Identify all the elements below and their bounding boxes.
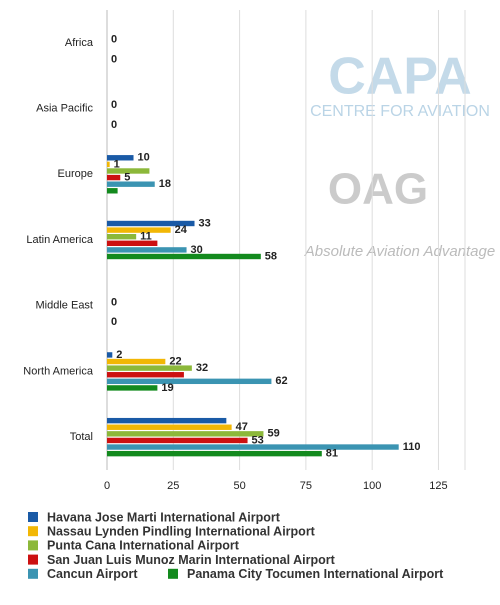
data-label: 0: [111, 296, 117, 308]
bar: [107, 188, 118, 194]
legend-swatch: [28, 540, 38, 551]
legend-label: Punta Cana International Airport: [47, 539, 240, 553]
data-label: 110: [403, 441, 421, 453]
legend-swatch: [28, 526, 38, 537]
bar: [107, 168, 150, 174]
data-label: 81: [326, 448, 338, 460]
data-label: 32: [196, 362, 208, 374]
bar: [107, 424, 232, 430]
data-label: 0: [111, 99, 117, 111]
bar: [107, 181, 155, 187]
bar: [107, 385, 158, 391]
bar: [107, 372, 184, 378]
data-label: 33: [199, 217, 211, 229]
legend-label: Panama City Tocumen International Airpor…: [187, 567, 444, 581]
x-tick-label: 100: [363, 480, 381, 492]
data-label: 0: [111, 119, 117, 131]
data-label: 11: [140, 231, 152, 243]
data-label: 5: [124, 171, 130, 183]
watermark: CAPA: [328, 48, 471, 106]
bar: [107, 417, 227, 424]
bar: [107, 247, 187, 253]
legend-swatch: [168, 568, 178, 579]
y-tick-label: Latin America: [26, 234, 94, 246]
data-label: 24: [175, 224, 188, 236]
watermark: CENTRE FOR AVIATION: [310, 103, 490, 120]
bar: [107, 253, 261, 260]
legend-label: Havana Jose Marti International Airport: [47, 510, 281, 524]
data-label: 18: [159, 178, 171, 190]
legend-label: Cancun Airport: [47, 567, 138, 581]
bar: [107, 220, 195, 227]
bar: [107, 155, 134, 161]
y-tick-label: Africa: [65, 37, 94, 49]
data-label: 10: [138, 152, 150, 164]
legend-label: Nassau Lynden Pindling International Air…: [47, 524, 316, 538]
data-label: 19: [161, 382, 173, 394]
x-tick-label: 0: [104, 480, 110, 492]
y-tick-label: Total: [70, 431, 93, 443]
data-label: 47: [236, 421, 248, 433]
bar: [107, 431, 264, 437]
legend-swatch: [28, 554, 38, 565]
data-label: 0: [111, 33, 117, 45]
bar: [107, 240, 158, 246]
bar: [107, 227, 171, 233]
bar: [107, 174, 121, 181]
y-tick-label: Europe: [58, 168, 93, 180]
bar: [107, 234, 137, 240]
y-tick-label: Middle East: [36, 300, 93, 312]
watermark: Absolute Aviation Advantage: [304, 243, 495, 260]
y-tick-label: Asia Pacific: [36, 102, 93, 114]
bar: [107, 358, 166, 365]
data-label: 0: [111, 53, 117, 65]
bar: [107, 352, 113, 358]
legend-swatch: [28, 568, 38, 579]
bar: [107, 378, 272, 385]
bar: [107, 365, 192, 371]
legend-label: San Juan Luis Munoz Marin International …: [47, 553, 336, 567]
x-tick-label: 25: [167, 480, 179, 492]
data-label: 53: [252, 434, 264, 446]
data-label: 62: [275, 375, 287, 387]
x-tick-label: 125: [429, 480, 447, 492]
data-label: 2: [116, 349, 122, 361]
legend-swatch: [28, 512, 38, 522]
bar: [107, 437, 248, 444]
watermark: OAG: [328, 165, 428, 214]
data-label: 1: [114, 158, 120, 170]
bar: [107, 161, 110, 168]
bar: [107, 450, 322, 457]
data-label: 30: [191, 244, 203, 256]
y-tick-label: North America: [23, 365, 94, 377]
data-label: 58: [265, 250, 277, 262]
data-label: 59: [267, 428, 279, 440]
bar: [107, 444, 399, 450]
x-tick-label: 50: [233, 480, 245, 492]
data-label: 22: [169, 355, 181, 367]
x-tick-label: 75: [300, 480, 312, 492]
data-label: 0: [111, 316, 117, 328]
